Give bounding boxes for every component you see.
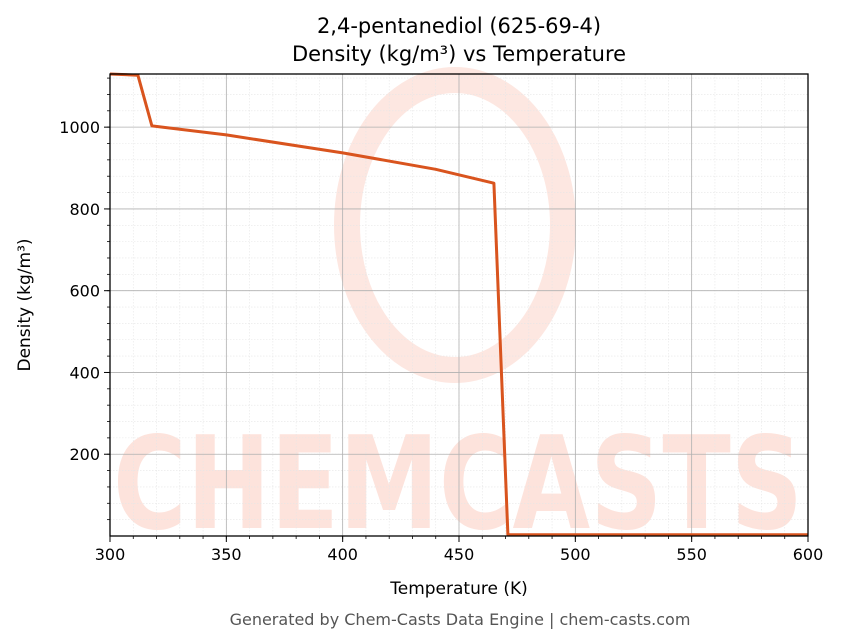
- y-tick-label: 800: [69, 200, 100, 219]
- x-tick-label: 450: [444, 545, 475, 564]
- y-axis-ticks: 200 400 600 800 1000: [59, 77, 110, 521]
- y-tick-label: 1000: [59, 118, 100, 137]
- x-tick-label: 300: [95, 545, 126, 564]
- x-tick-label: 350: [211, 545, 242, 564]
- x-tick-label: 550: [676, 545, 707, 564]
- density-series-line: [109, 72, 808, 537]
- x-tick-label: 500: [560, 545, 591, 564]
- chart-title-line1: 2,4-pentanediol (625-69-4): [317, 14, 601, 38]
- x-tick-label: 600: [793, 545, 824, 564]
- y-tick-label: 600: [69, 282, 100, 301]
- y-tick-label: 400: [69, 363, 100, 382]
- chart-title-line2: Density (kg/m³) vs Temperature: [292, 42, 626, 66]
- x-axis-label: Temperature (K): [389, 579, 528, 599]
- x-axis-ticks: 300 350 400 450 500 550 600: [95, 536, 824, 564]
- x-tick-label: 400: [327, 545, 358, 564]
- y-tick-label: 200: [69, 445, 100, 464]
- y-axis-label: Density (kg/m³): [15, 238, 35, 371]
- watermark-text: CHEMCASTS: [113, 410, 803, 559]
- footer-credit: Generated by Chem-Casts Data Engine | ch…: [230, 610, 691, 629]
